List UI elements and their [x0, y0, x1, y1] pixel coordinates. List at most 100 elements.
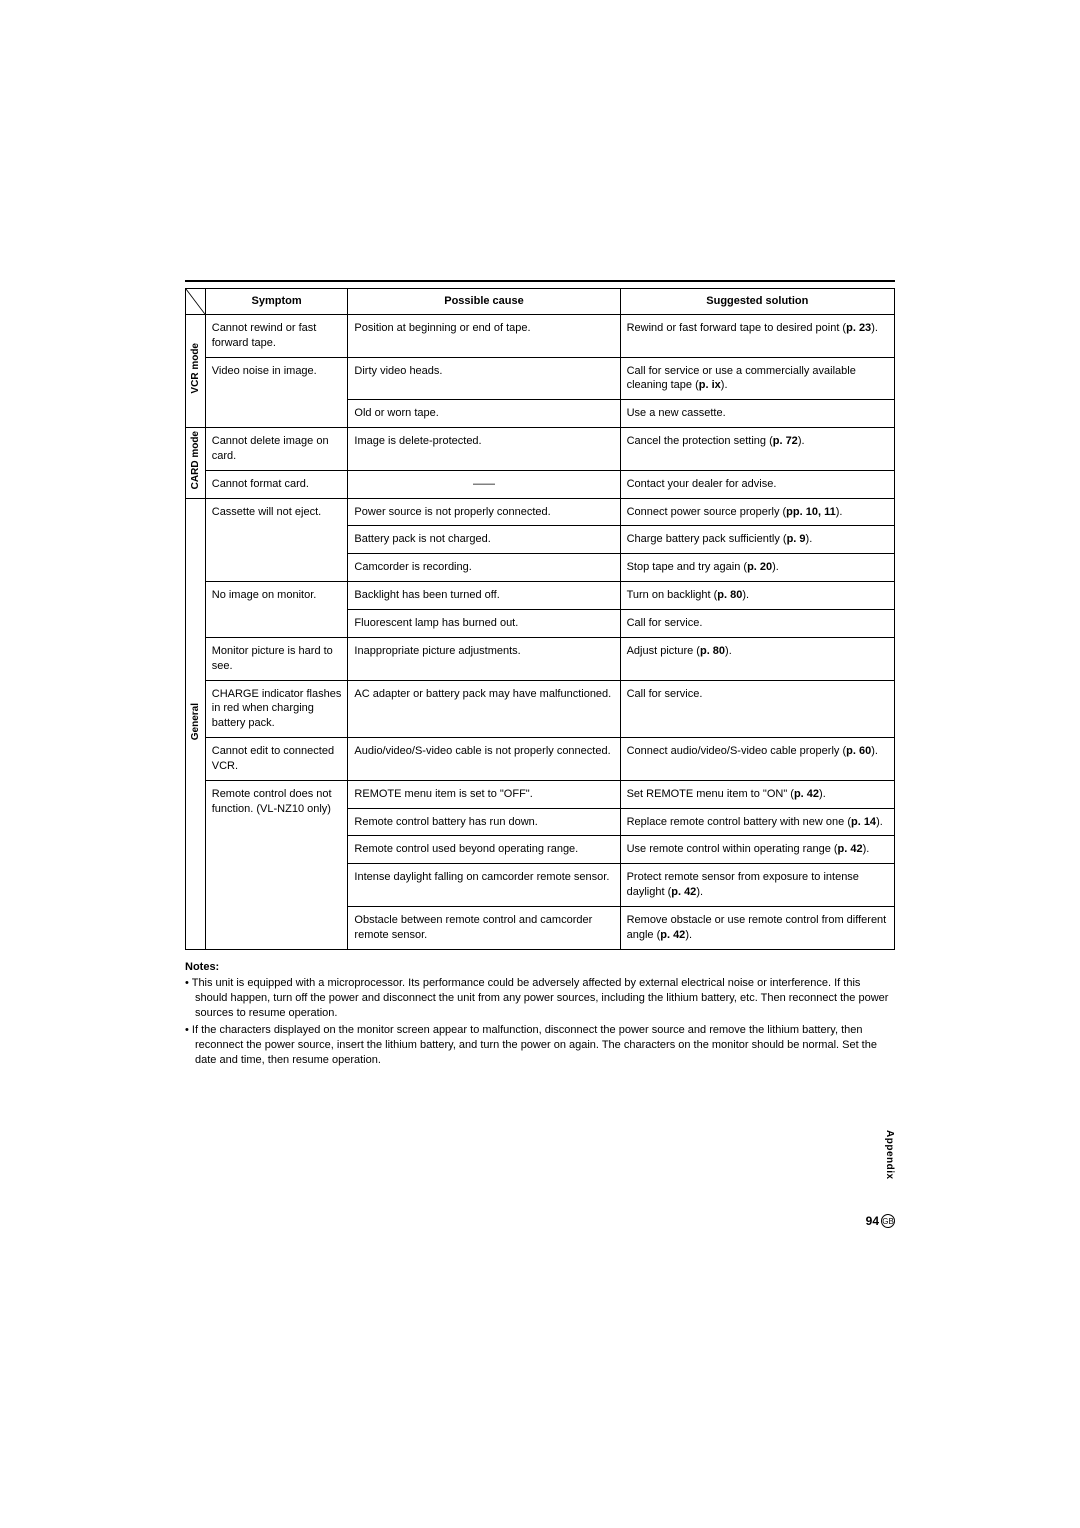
cause-cell: Audio/video/S-video cable is not properl… [348, 738, 620, 781]
table-row: General Cassette will not eject. Power s… [186, 498, 895, 526]
bullet: • [185, 1024, 189, 1036]
page-ref: p. 14 [851, 816, 876, 828]
cause-cell: Remote control used beyond operating ran… [348, 836, 620, 864]
section-label: VCR mode [189, 343, 203, 394]
page-ref: p. 72 [773, 435, 798, 447]
header-symptom: Symptom [205, 289, 348, 315]
header-solution: Suggested solution [620, 289, 894, 315]
page-number: 94GB [866, 1214, 895, 1228]
page-ref: p. ix [699, 379, 721, 391]
table-row: CARD mode Cannot delete image on card. I… [186, 428, 895, 471]
solution-cell: Use a new cassette. [620, 400, 894, 428]
sol-text: ). [742, 589, 749, 601]
table-row: Remote control does not function. (VL-NZ… [186, 780, 895, 808]
cause-cell: Fluorescent lamp has burned out. [348, 609, 620, 637]
cause-cell: Image is delete-protected. [348, 428, 620, 471]
note-item: • If the characters displayed on the mon… [185, 1023, 895, 1068]
symptom-cell: Cannot edit to connected VCR. [205, 738, 348, 781]
solution-cell: Call for service or use a commercially a… [620, 357, 894, 400]
sol-text: Charge battery pack sufficiently ( [627, 533, 787, 545]
side-tab-appendix: Appendix [884, 1130, 895, 1180]
solution-cell: Remove obstacle or use remote control fr… [620, 906, 894, 949]
solution-cell: Stop tape and try again (p. 20). [620, 554, 894, 582]
page-ref: p. 80 [717, 589, 742, 601]
sol-text: Call for service or use a commercially a… [627, 365, 856, 392]
solution-cell: Charge battery pack sufficiently (p. 9). [620, 526, 894, 554]
cause-cell: Camcorder is recording. [348, 554, 620, 582]
solution-cell: Call for service. [620, 609, 894, 637]
note-item: • This unit is equipped with a microproc… [185, 976, 895, 1021]
page-num-text: 94 [866, 1214, 879, 1228]
sol-text: Protect remote sensor from exposure to i… [627, 871, 859, 898]
cause-cell: Power source is not properly connected. [348, 498, 620, 526]
cause-cell: Old or worn tape. [348, 400, 620, 428]
table-row: Video noise in image. Dirty video heads.… [186, 357, 895, 400]
sol-text: Connect audio/video/S-video cable proper… [627, 745, 847, 757]
solution-cell: Protect remote sensor from exposure to i… [620, 864, 894, 907]
solution-cell: Adjust picture (p. 80). [620, 637, 894, 680]
top-rule [185, 280, 895, 282]
page-region-icon: GB [881, 1214, 895, 1228]
page-ref: p. 80 [700, 645, 725, 657]
cause-cell: Position at beginning or end of tape. [348, 314, 620, 357]
troubleshoot-table: Symptom Possible cause Suggested solutio… [185, 288, 895, 950]
sol-text: ). [871, 322, 878, 334]
page-ref: p. 42 [794, 788, 819, 800]
page-ref: p. 9 [787, 533, 806, 545]
notes-list: • This unit is equipped with a microproc… [185, 976, 895, 1067]
solution-cell: Use remote control within operating rang… [620, 836, 894, 864]
solution-cell: Replace remote control battery with new … [620, 808, 894, 836]
solution-cell: Set REMOTE menu item to "ON" (p. 42). [620, 780, 894, 808]
symptom-cell: Cannot delete image on card. [205, 428, 348, 471]
solution-cell: Contact your dealer for advise. [620, 470, 894, 498]
sol-text: ). [876, 816, 883, 828]
page-ref: pp. 10, 11 [786, 506, 836, 518]
bullet: • [185, 977, 189, 989]
cause-cell: Intense daylight falling on camcorder re… [348, 864, 620, 907]
table-row: VCR mode Cannot rewind or fast forward t… [186, 314, 895, 357]
solution-cell: Cancel the protection setting (p. 72). [620, 428, 894, 471]
cause-cell: Battery pack is not charged. [348, 526, 620, 554]
sol-text: Set REMOTE menu item to "ON" ( [627, 788, 794, 800]
symptom-cell: Video noise in image. [205, 357, 348, 428]
page-ref: p. 42 [838, 843, 863, 855]
cause-cell: Inappropriate picture adjustments. [348, 637, 620, 680]
sol-text: Cancel the protection setting ( [627, 435, 773, 447]
header-row: Symptom Possible cause Suggested solutio… [186, 289, 895, 315]
sol-text: ). [819, 788, 826, 800]
table-row: CHARGE indicator flashes in red when cha… [186, 680, 895, 738]
solution-cell: Turn on backlight (p. 80). [620, 582, 894, 610]
symptom-cell: Cannot rewind or fast forward tape. [205, 314, 348, 357]
page-ref: p. 60 [846, 745, 871, 757]
symptom-cell: Cassette will not eject. [205, 498, 348, 582]
cause-cell: Backlight has been turned off. [348, 582, 620, 610]
sol-text: ). [772, 561, 779, 573]
note-text: If the characters displayed on the monit… [192, 1024, 877, 1066]
sol-text: ). [725, 645, 732, 657]
page-ref: p. 23 [846, 322, 871, 334]
cause-cell: —— [348, 470, 620, 498]
table-row: No image on monitor. Backlight has been … [186, 582, 895, 610]
symptom-cell: No image on monitor. [205, 582, 348, 638]
page-ref: p. 42 [660, 929, 685, 941]
sol-text: ). [798, 435, 805, 447]
sol-text: Use remote control within operating rang… [627, 843, 838, 855]
table-row: Cannot format card. —— Contact your deal… [186, 470, 895, 498]
symptom-cell: Remote control does not function. (VL-NZ… [205, 780, 348, 949]
cause-cell: Dirty video heads. [348, 357, 620, 400]
symptom-cell: CHARGE indicator flashes in red when cha… [205, 680, 348, 738]
section-vcr: VCR mode [186, 314, 206, 427]
cause-cell: Obstacle between remote control and camc… [348, 906, 620, 949]
sol-text: Adjust picture ( [627, 645, 700, 657]
page-ref: p. 20 [747, 561, 772, 573]
solution-cell: Call for service. [620, 680, 894, 738]
notes-heading: Notes: [185, 960, 895, 975]
header-cause: Possible cause [348, 289, 620, 315]
symptom-cell: Cannot format card. [205, 470, 348, 498]
solution-cell: Connect audio/video/S-video cable proper… [620, 738, 894, 781]
section-general: General [186, 498, 206, 949]
symptom-cell: Monitor picture is hard to see. [205, 637, 348, 680]
cause-cell: AC adapter or battery pack may have malf… [348, 680, 620, 738]
section-label: General [189, 703, 203, 740]
sol-text: ). [871, 745, 878, 757]
